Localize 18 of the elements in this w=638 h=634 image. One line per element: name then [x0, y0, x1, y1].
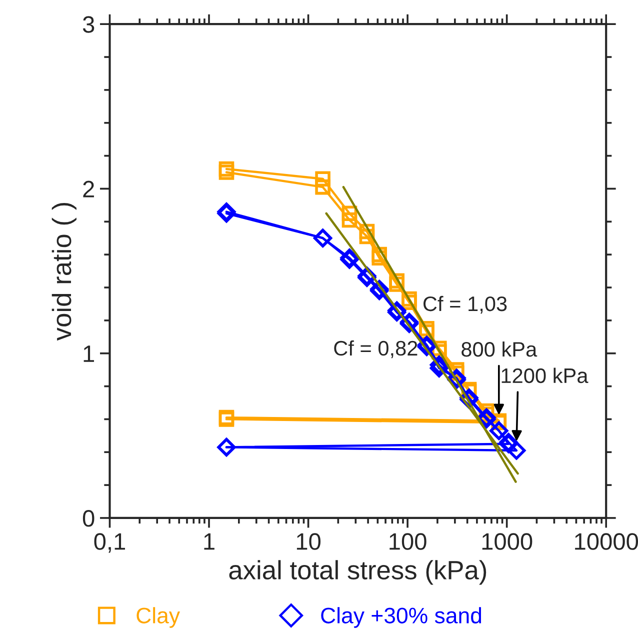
annotation: Cf = 1,03: [424, 296, 507, 314]
legend-label: Clay: [136, 607, 180, 628]
annotation: 1200 kPa: [502, 368, 588, 384]
annotation: Cf = 0,82: [334, 340, 418, 358]
annotation: 800 kPa: [462, 341, 538, 357]
x-tick-label: 0,1: [94, 533, 125, 553]
y-tick-label: 1: [84, 346, 94, 362]
x-tick-label: 10: [296, 533, 320, 550]
y-tick-label: 0: [82, 510, 94, 527]
legend-label: Clay +30% sand: [321, 607, 482, 628]
x-tick-label: 100: [390, 533, 426, 550]
x-tick-label: 1: [204, 533, 214, 550]
y-tick-label: 2: [83, 180, 94, 198]
x-axis-title: axial total stress (kPa): [229, 560, 486, 585]
y-tick-label: 3: [82, 16, 94, 33]
x-tick-label: 1000: [482, 533, 532, 550]
y-axis-title: void ratio ( ): [52, 203, 76, 341]
x-tick-label: 10000: [575, 533, 638, 550]
